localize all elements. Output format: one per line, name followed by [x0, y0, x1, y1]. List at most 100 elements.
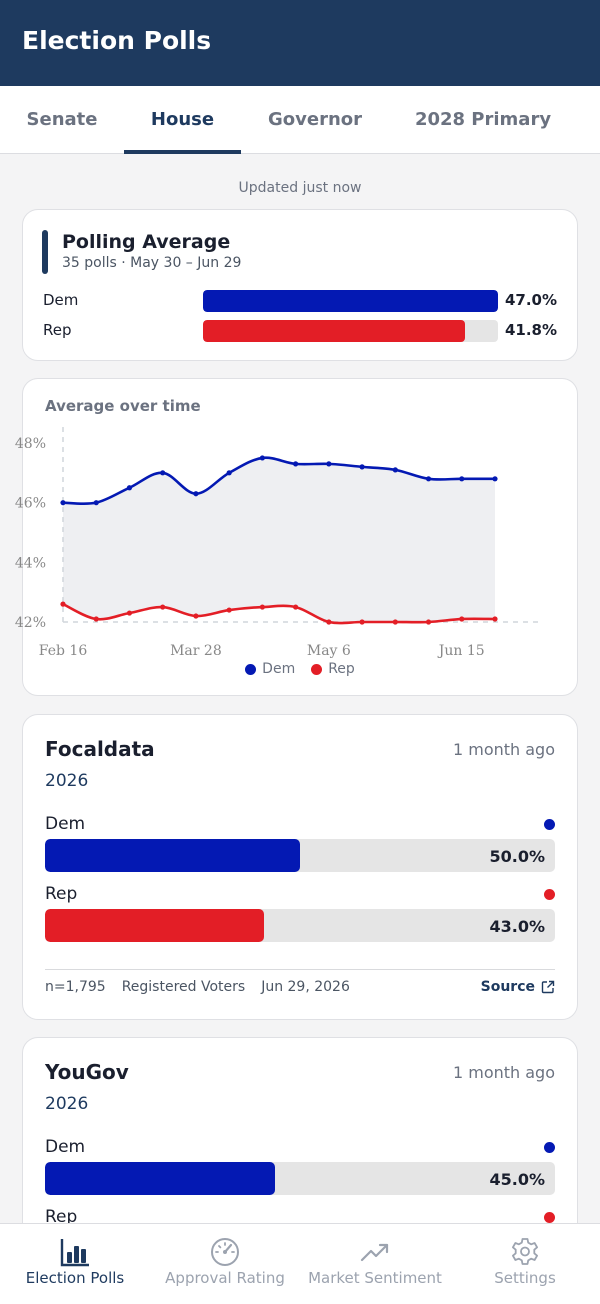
legend-label-rep: Rep: [328, 661, 355, 677]
rep-data-point: [60, 601, 66, 607]
nav-election-polls[interactable]: Election Polls: [0, 1224, 150, 1304]
bar-chart-icon: [60, 1239, 89, 1267]
pollster-name: Focaldata: [45, 737, 155, 761]
x-tick-label: Mar 28: [170, 643, 222, 659]
rep-series-line: [62, 602, 496, 625]
poll-year: 2026: [45, 771, 89, 791]
tab-senate[interactable]: Senate: [26, 109, 98, 130]
legend-item-dem: Dem: [245, 661, 295, 677]
poll-year: 2026: [45, 1094, 89, 1114]
poll-dem-percent: 50.0%: [489, 847, 545, 866]
nav-market-sentiment[interactable]: Market Sentiment: [300, 1224, 450, 1304]
gear-icon: [512, 1238, 538, 1265]
average-over-time-card: Average over time 48% 46% 44% 42% Feb 16 Mar …: [15, 378, 578, 696]
dem-data-point: [392, 467, 398, 473]
avg-dem-bar: [203, 290, 498, 312]
avg-dem-percent: 47.0%: [504, 291, 557, 309]
rep-data-point: [259, 604, 265, 610]
rep-dot: [544, 1212, 555, 1223]
dem-data-point: [425, 476, 432, 482]
nav-settings[interactable]: Settings: [450, 1224, 600, 1304]
rep-data-point: [226, 607, 232, 613]
rep-data-point: [425, 619, 432, 625]
dem-data-point: [93, 500, 99, 506]
poll-dem-percent: 45.0%: [489, 1170, 545, 1189]
tab-2028-primary[interactable]: 2028 Primary: [414, 109, 552, 130]
polling-average-card: Polling Average 35 polls · May 30 – Jun …: [22, 209, 578, 361]
dem-data-point: [259, 455, 265, 461]
tab-governor[interactable]: Governor: [267, 109, 363, 130]
dem-data-point: [326, 461, 332, 467]
dem-dot: [544, 819, 555, 830]
legend-dot-rep: [311, 663, 323, 675]
poll-time: 1 month ago: [452, 1063, 555, 1082]
poll-rep-label: Rep: [45, 884, 78, 904]
trending-up-icon: [360, 1243, 389, 1262]
chart-title: Average over time: [45, 397, 201, 415]
y-tick-label: 44%: [15, 555, 46, 571]
poll-divider: [45, 969, 555, 970]
tab-house[interactable]: House: [124, 86, 241, 154]
poll-dem-bar: [45, 839, 300, 872]
dem-dot: [544, 1142, 555, 1153]
avg-rep-percent: 41.8%: [504, 321, 557, 339]
avg-dem-track: [203, 290, 498, 312]
average-over-time-chart: 48% 46% 44% 42% Feb 16 Mar 28 May 6 Jun 15: [15, 427, 541, 659]
poll-sample-size: n=1,795: [45, 979, 106, 995]
dem-data-point: [126, 485, 133, 491]
pollster-name: YouGov: [45, 1060, 129, 1084]
updated-status: Updated just now: [238, 180, 362, 196]
poll-dem-track: [45, 839, 555, 872]
dem-data-point: [359, 464, 365, 470]
app-title: Election Polls: [22, 26, 212, 55]
poll-dem-label: Dem: [45, 814, 86, 834]
external-link-icon: [541, 980, 555, 994]
poll-meta: n=1,795 Registered Voters Jun 29, 2026: [45, 979, 350, 995]
dem-data-point: [492, 476, 498, 482]
rep-data-point: [359, 619, 365, 625]
x-tick-label: May 6: [307, 643, 351, 659]
poll-rep-percent: 43.0%: [489, 917, 545, 936]
legend-dot-dem: [245, 663, 257, 675]
rep-data-point: [126, 610, 133, 616]
poll-card-focaldata[interactable]: Focaldata 1 month ago 2026 Dem 50.0% Rep…: [22, 714, 578, 1020]
dem-data-point: [459, 476, 465, 482]
spread-area: [63, 457, 495, 624]
source-label: Source: [480, 979, 535, 995]
rep-data-point: [160, 604, 166, 610]
dem-data-point: [226, 470, 232, 476]
nav-label: Market Sentiment: [308, 1269, 442, 1287]
legend-item-rep: Rep: [311, 661, 355, 677]
rep-data-point: [93, 616, 99, 622]
avg-rep-track: [203, 320, 498, 342]
poll-rep-bar: [45, 909, 265, 942]
rep-data-point: [459, 616, 465, 622]
speedometer-icon: [211, 1238, 239, 1266]
rep-data-point: [392, 619, 398, 625]
app-header: Election Polls: [0, 0, 600, 86]
avg-rep-bar: [203, 320, 466, 342]
nav-label: Settings: [494, 1269, 556, 1287]
dem-series-line: [62, 456, 495, 506]
dem-data-point: [193, 491, 199, 497]
accent-bar: [42, 230, 48, 274]
tab-bar: Senate House Governor 2028 Primary: [0, 86, 600, 154]
avg-rep-label: Rep: [43, 321, 72, 339]
poll-dem-bar: [45, 1162, 275, 1195]
poll-rep-track: [45, 909, 555, 942]
poll-date: Jun 29, 2026: [261, 979, 350, 995]
dem-data-point: [293, 461, 299, 467]
nav-label: Approval Rating: [165, 1269, 285, 1287]
polling-average-subtitle: 35 polls · May 30 – Jun 29: [62, 255, 242, 271]
rep-dot: [544, 889, 555, 900]
source-link[interactable]: Source: [481, 979, 555, 995]
nav-label: Election Polls: [25, 1269, 125, 1287]
rep-data-point: [492, 616, 498, 622]
y-tick-label: 48%: [15, 436, 46, 452]
rep-data-point: [193, 613, 199, 619]
chart-legend: Dem Rep: [23, 661, 577, 677]
rep-data-point: [293, 604, 299, 610]
rep-data-point: [326, 619, 332, 625]
poll-time: 1 month ago: [452, 740, 555, 759]
nav-approval-rating[interactable]: Approval Rating: [150, 1224, 300, 1304]
